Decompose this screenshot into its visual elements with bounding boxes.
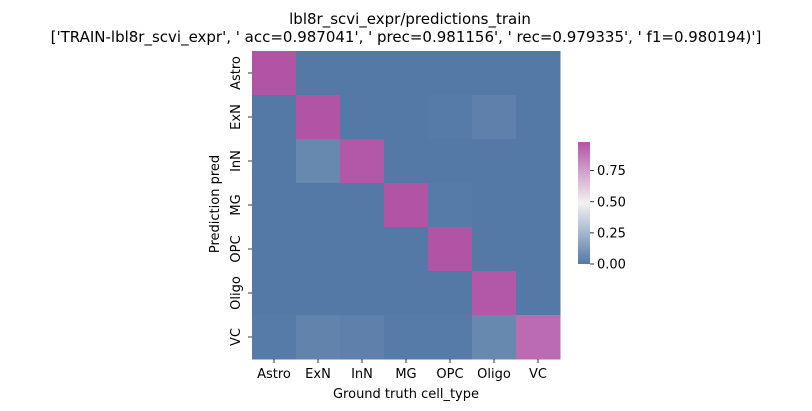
heatmap-cell <box>340 51 385 96</box>
heatmap-cell <box>472 95 517 140</box>
heatmap-cell <box>428 139 473 184</box>
y-tick-label: ExN <box>229 104 244 130</box>
heatmap-cell <box>252 139 297 184</box>
heatmap-cell <box>252 183 297 228</box>
x-tick-label: Oligo <box>477 367 511 382</box>
colorbar-tick-label: 0.75 <box>597 164 626 179</box>
y-tick-label: Astro <box>229 56 244 90</box>
heatmap-cell <box>472 227 517 272</box>
heatmap-cell <box>384 271 429 316</box>
heatmap-cell <box>384 139 429 184</box>
heatmap-cell <box>428 183 473 228</box>
heatmap-cell <box>516 139 561 184</box>
heatmap-cell <box>516 183 561 228</box>
y-tick-label: Oligo <box>229 276 244 310</box>
heatmap-cell <box>296 51 341 96</box>
y-tick-label: OPC <box>229 235 244 262</box>
x-tick-label: MG <box>395 367 416 382</box>
heatmap-cell <box>340 271 385 316</box>
heatmap-cell <box>340 227 385 272</box>
heatmap-cell <box>516 227 561 272</box>
x-tick-label: VC <box>529 367 547 382</box>
heatmap-cell <box>428 51 473 96</box>
colorbar-tick-label: 0.25 <box>597 226 626 241</box>
y-tick-label: VC <box>229 328 244 346</box>
heatmap-cell <box>384 95 429 140</box>
heatmap-cell <box>384 183 429 228</box>
y-tick-label: MG <box>229 194 244 215</box>
colorbar-tick-label: 0.00 <box>597 258 626 273</box>
x-axis-ticks: Astro ExN InN MG OPC Oligo VC <box>257 359 547 382</box>
heatmap-cells <box>252 51 561 360</box>
x-tick-label: OPC <box>436 367 463 382</box>
x-tick-label: Astro <box>257 367 291 382</box>
heatmap-cell <box>428 271 473 316</box>
heatmap-cell <box>296 139 341 184</box>
chart-subtitle: ['TRAIN-lbl8r_scvi_expr', ' acc=0.987041… <box>51 28 762 47</box>
x-tick-label: ExN <box>305 367 331 382</box>
heatmap-cell <box>252 315 297 360</box>
heatmap-cell <box>428 95 473 140</box>
heatmap-cell <box>296 271 341 316</box>
heatmap-cell <box>340 183 385 228</box>
colorbar-ticks: 0.00 0.25 0.50 0.75 <box>590 164 626 273</box>
x-axis-label: Ground truth cell_type <box>333 387 479 402</box>
heatmap-cell <box>384 51 429 96</box>
heatmap-cell <box>472 183 517 228</box>
heatmap-cell <box>252 51 297 96</box>
heatmap-cell <box>296 183 341 228</box>
heatmap-cell <box>472 271 517 316</box>
heatmap-cell <box>472 315 517 360</box>
y-axis-ticks: Astro ExN InN MG OPC Oligo VC <box>229 56 252 346</box>
heatmap-cell <box>296 315 341 360</box>
heatmap-cell <box>472 51 517 96</box>
y-axis-label: Prediction pred <box>208 155 223 253</box>
heatmap-cell <box>296 227 341 272</box>
heatmap-cell <box>516 271 561 316</box>
heatmap-cell <box>340 95 385 140</box>
heatmap-cell <box>428 315 473 360</box>
heatmap-cell <box>428 227 473 272</box>
heatmap-cell <box>296 95 341 140</box>
heatmap-cell <box>252 271 297 316</box>
y-tick-label: InN <box>229 150 244 172</box>
heatmap-cell <box>472 139 517 184</box>
heatmap-cell <box>384 227 429 272</box>
heatmap-cell <box>252 227 297 272</box>
heatmap-cell <box>340 139 385 184</box>
heatmap-cell <box>384 315 429 360</box>
chart-title: lbl8r_scvi_expr/predictions_train <box>289 10 531 29</box>
heatmap-cell <box>516 315 561 360</box>
heatmap-cell <box>340 315 385 360</box>
heatmap-cell <box>516 51 561 96</box>
x-tick-label: InN <box>351 367 373 382</box>
colorbar <box>578 142 590 264</box>
heatmap-cell <box>252 95 297 140</box>
heatmap-cell <box>516 95 561 140</box>
colorbar-tick-label: 0.50 <box>597 195 626 210</box>
